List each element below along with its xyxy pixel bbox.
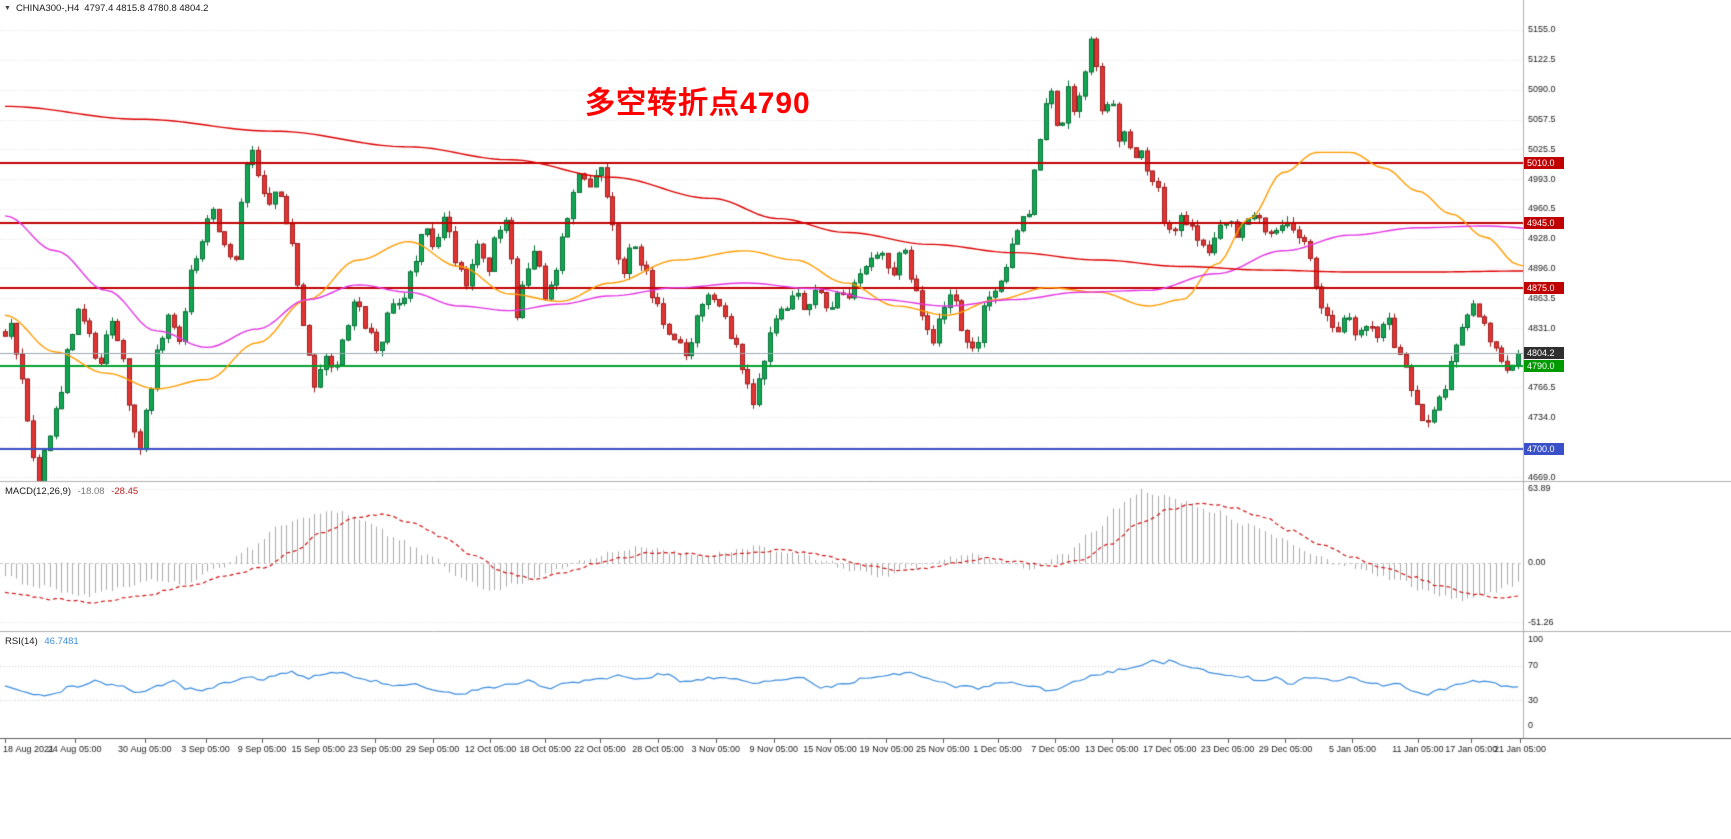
macd-main-value: -18.08 — [77, 486, 105, 497]
price-tag-text: 4945.0 — [1527, 218, 1555, 229]
price-tag-resistance-4945: 4945.0 — [1524, 217, 1564, 230]
price-tag-resistance-5010: 5010.0 — [1524, 157, 1564, 170]
symbol-period-label: CHINA300-,H4 — [15, 3, 80, 14]
macd-name: MACD(12,26,9) — [5, 486, 71, 497]
price-tag-text: 4700.0 — [1527, 443, 1555, 454]
price-tag-text: 4875.0 — [1527, 282, 1555, 293]
price-tag-current-price: 4804.2 — [1524, 346, 1564, 359]
price-tag-text: 4790.0 — [1527, 360, 1555, 371]
price-tag-support-4700: 4700.0 — [1524, 442, 1564, 455]
price-tag-pivot-4790: 4790.0 — [1524, 359, 1564, 372]
price-tag-text: 5010.0 — [1527, 158, 1555, 169]
chart-annotation[interactable]: 多空转折点4790 — [585, 87, 811, 120]
rsi-name: RSI(14) — [5, 636, 38, 647]
rsi-label: RSI(14) 46.7481 — [5, 636, 79, 647]
price-tag-resistance-4875: 4875.0 — [1524, 281, 1564, 294]
macd-label: MACD(12,26,9) -18.08 -28.45 — [5, 486, 138, 497]
collapse-triangle-icon[interactable]: ▼ — [4, 5, 11, 12]
rsi-value: 46.7481 — [44, 636, 79, 647]
price-tag-text: 4804.2 — [1527, 347, 1555, 358]
macd-signal-value: -28.45 — [111, 486, 139, 497]
chart-header: ▼ CHINA300-,H4 4797.4 4815.8 4780.8 4804… — [4, 3, 208, 14]
ohlc-values: 4797.4 4815.8 4780.8 4804.2 — [84, 3, 209, 14]
